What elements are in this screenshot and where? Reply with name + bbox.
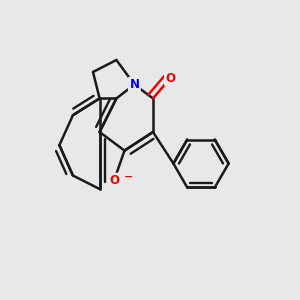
Text: −: −	[124, 172, 133, 182]
Text: N: N	[129, 78, 140, 91]
Text: O: O	[165, 71, 176, 85]
Text: O: O	[109, 174, 119, 187]
